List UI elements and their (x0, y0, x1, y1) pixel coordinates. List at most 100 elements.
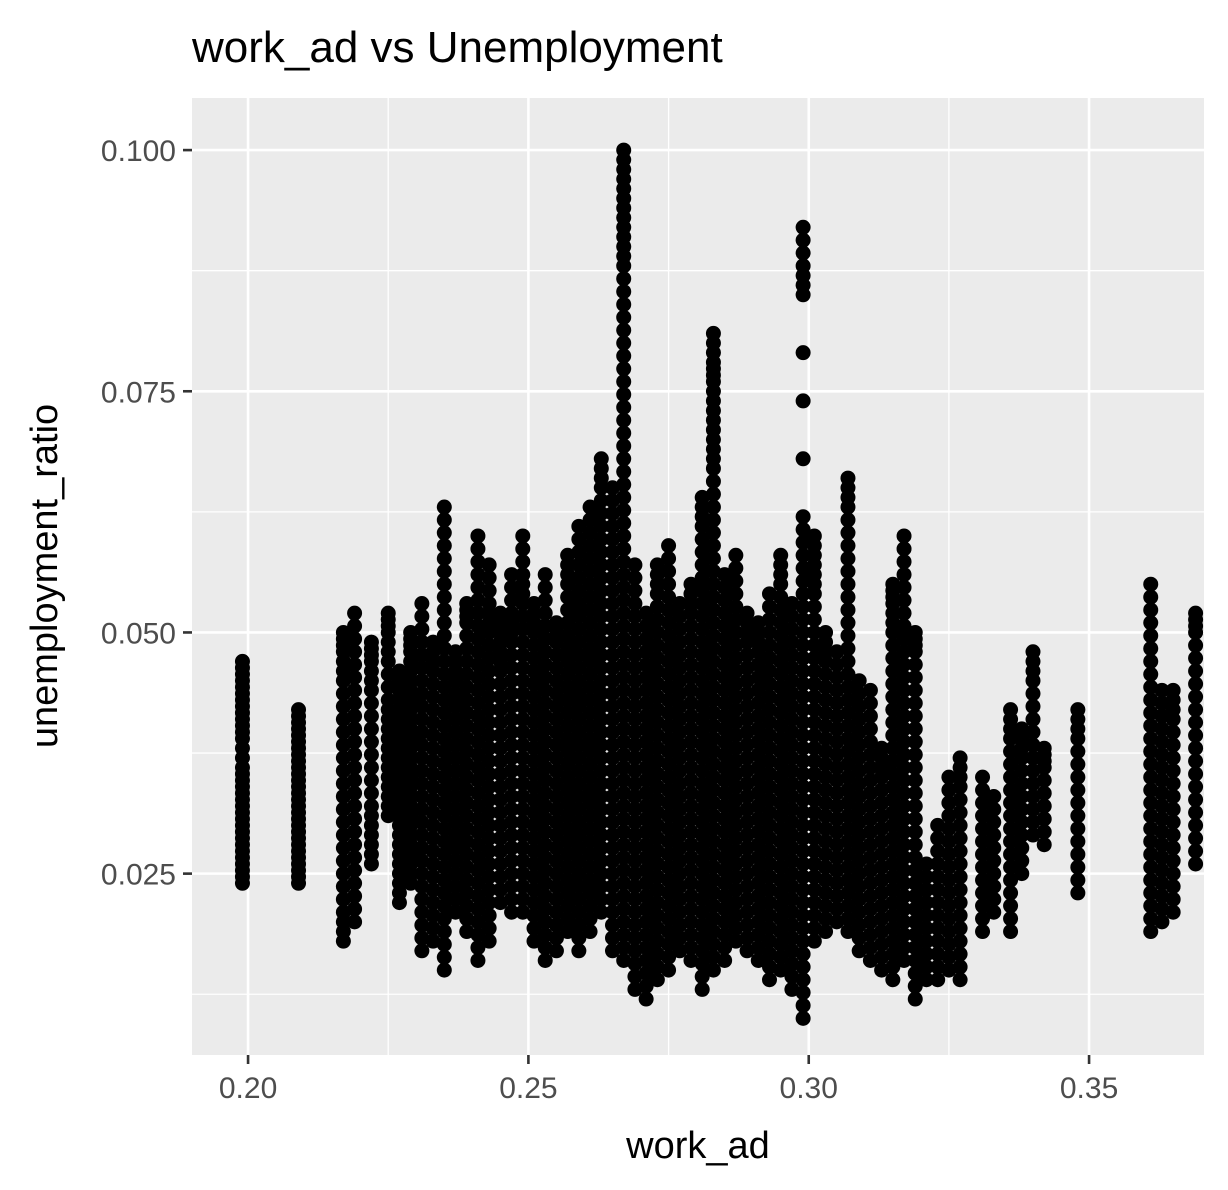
data-point (616, 515, 632, 531)
data-point (907, 624, 923, 640)
data-point (728, 599, 744, 615)
data-point (717, 631, 733, 647)
data-point (840, 679, 856, 695)
data-point (571, 788, 587, 804)
data-point (717, 567, 733, 583)
data-point (773, 679, 789, 695)
data-point (661, 692, 677, 708)
x-tick-label: 0.35 (1060, 1072, 1118, 1105)
data-point (661, 769, 677, 785)
data-point (515, 554, 531, 570)
data-point (638, 991, 654, 1007)
data-point (705, 325, 721, 341)
data-point (918, 933, 934, 949)
data-point (526, 727, 542, 743)
data-point (347, 657, 363, 673)
data-point (1188, 753, 1204, 769)
data-point (571, 943, 587, 959)
data-point (1188, 727, 1204, 743)
data-point (1165, 801, 1181, 817)
data-point (470, 708, 486, 724)
data-point (694, 814, 710, 830)
data-point (1188, 766, 1204, 782)
data-point (582, 641, 598, 657)
data-point (795, 702, 811, 718)
data-point (728, 586, 744, 602)
data-point (1003, 859, 1019, 875)
data-point (840, 833, 856, 849)
data-point (885, 637, 901, 653)
data-point (548, 737, 564, 753)
data-point (436, 859, 452, 875)
data-point (560, 589, 576, 605)
data-point (717, 618, 733, 634)
data-point (347, 772, 363, 788)
data-point (582, 705, 598, 721)
data-point (717, 862, 733, 878)
data-point (582, 538, 598, 554)
data-point (773, 846, 789, 862)
data-point (470, 734, 486, 750)
data-point (694, 737, 710, 753)
data-point (593, 904, 609, 920)
data-point (571, 750, 587, 766)
data-point (885, 805, 901, 821)
data-point (436, 924, 452, 940)
data-point (470, 940, 486, 956)
data-point (885, 676, 901, 692)
data-point (582, 859, 598, 875)
data-point (481, 869, 497, 885)
data-point (773, 859, 789, 875)
data-point (795, 972, 811, 988)
data-point (593, 570, 609, 586)
data-point (638, 695, 654, 711)
data-point (717, 669, 733, 685)
data-point (896, 914, 912, 930)
data-point (952, 907, 968, 923)
data-point (526, 637, 542, 653)
data-point (548, 917, 564, 933)
data-point (862, 734, 878, 750)
chart-title: work_ad vs Unemployment (191, 23, 723, 72)
data-point (694, 724, 710, 740)
data-point (1025, 698, 1041, 714)
data-point (1003, 821, 1019, 837)
data-point (806, 599, 822, 615)
data-point (436, 731, 452, 747)
data-point (896, 721, 912, 737)
data-point (560, 705, 576, 721)
data-point (1165, 878, 1181, 894)
data-point (907, 824, 923, 840)
data-point (896, 592, 912, 608)
data-point (795, 753, 811, 769)
data-point (1070, 782, 1086, 798)
data-point (436, 576, 452, 592)
data-point (773, 705, 789, 721)
data-point (1036, 824, 1052, 840)
data-point (571, 776, 587, 792)
data-point (918, 972, 934, 988)
data-point (952, 856, 968, 872)
data-point (436, 808, 452, 824)
data-point (661, 653, 677, 669)
data-point (448, 724, 464, 740)
data-point (436, 550, 452, 566)
data-point (470, 657, 486, 673)
data-point (1025, 686, 1041, 702)
data-point (582, 653, 598, 669)
data-point (773, 936, 789, 952)
data-point (347, 708, 363, 724)
data-point (616, 528, 632, 544)
data-point (952, 817, 968, 833)
data-point (1070, 756, 1086, 772)
data-point (1003, 911, 1019, 927)
data-point (526, 805, 542, 821)
data-point (818, 624, 834, 640)
data-point (705, 962, 721, 978)
data-point (481, 882, 497, 898)
data-point (593, 788, 609, 804)
data-point (526, 766, 542, 782)
data-point (526, 817, 542, 833)
data-point (840, 538, 856, 554)
data-point (638, 708, 654, 724)
